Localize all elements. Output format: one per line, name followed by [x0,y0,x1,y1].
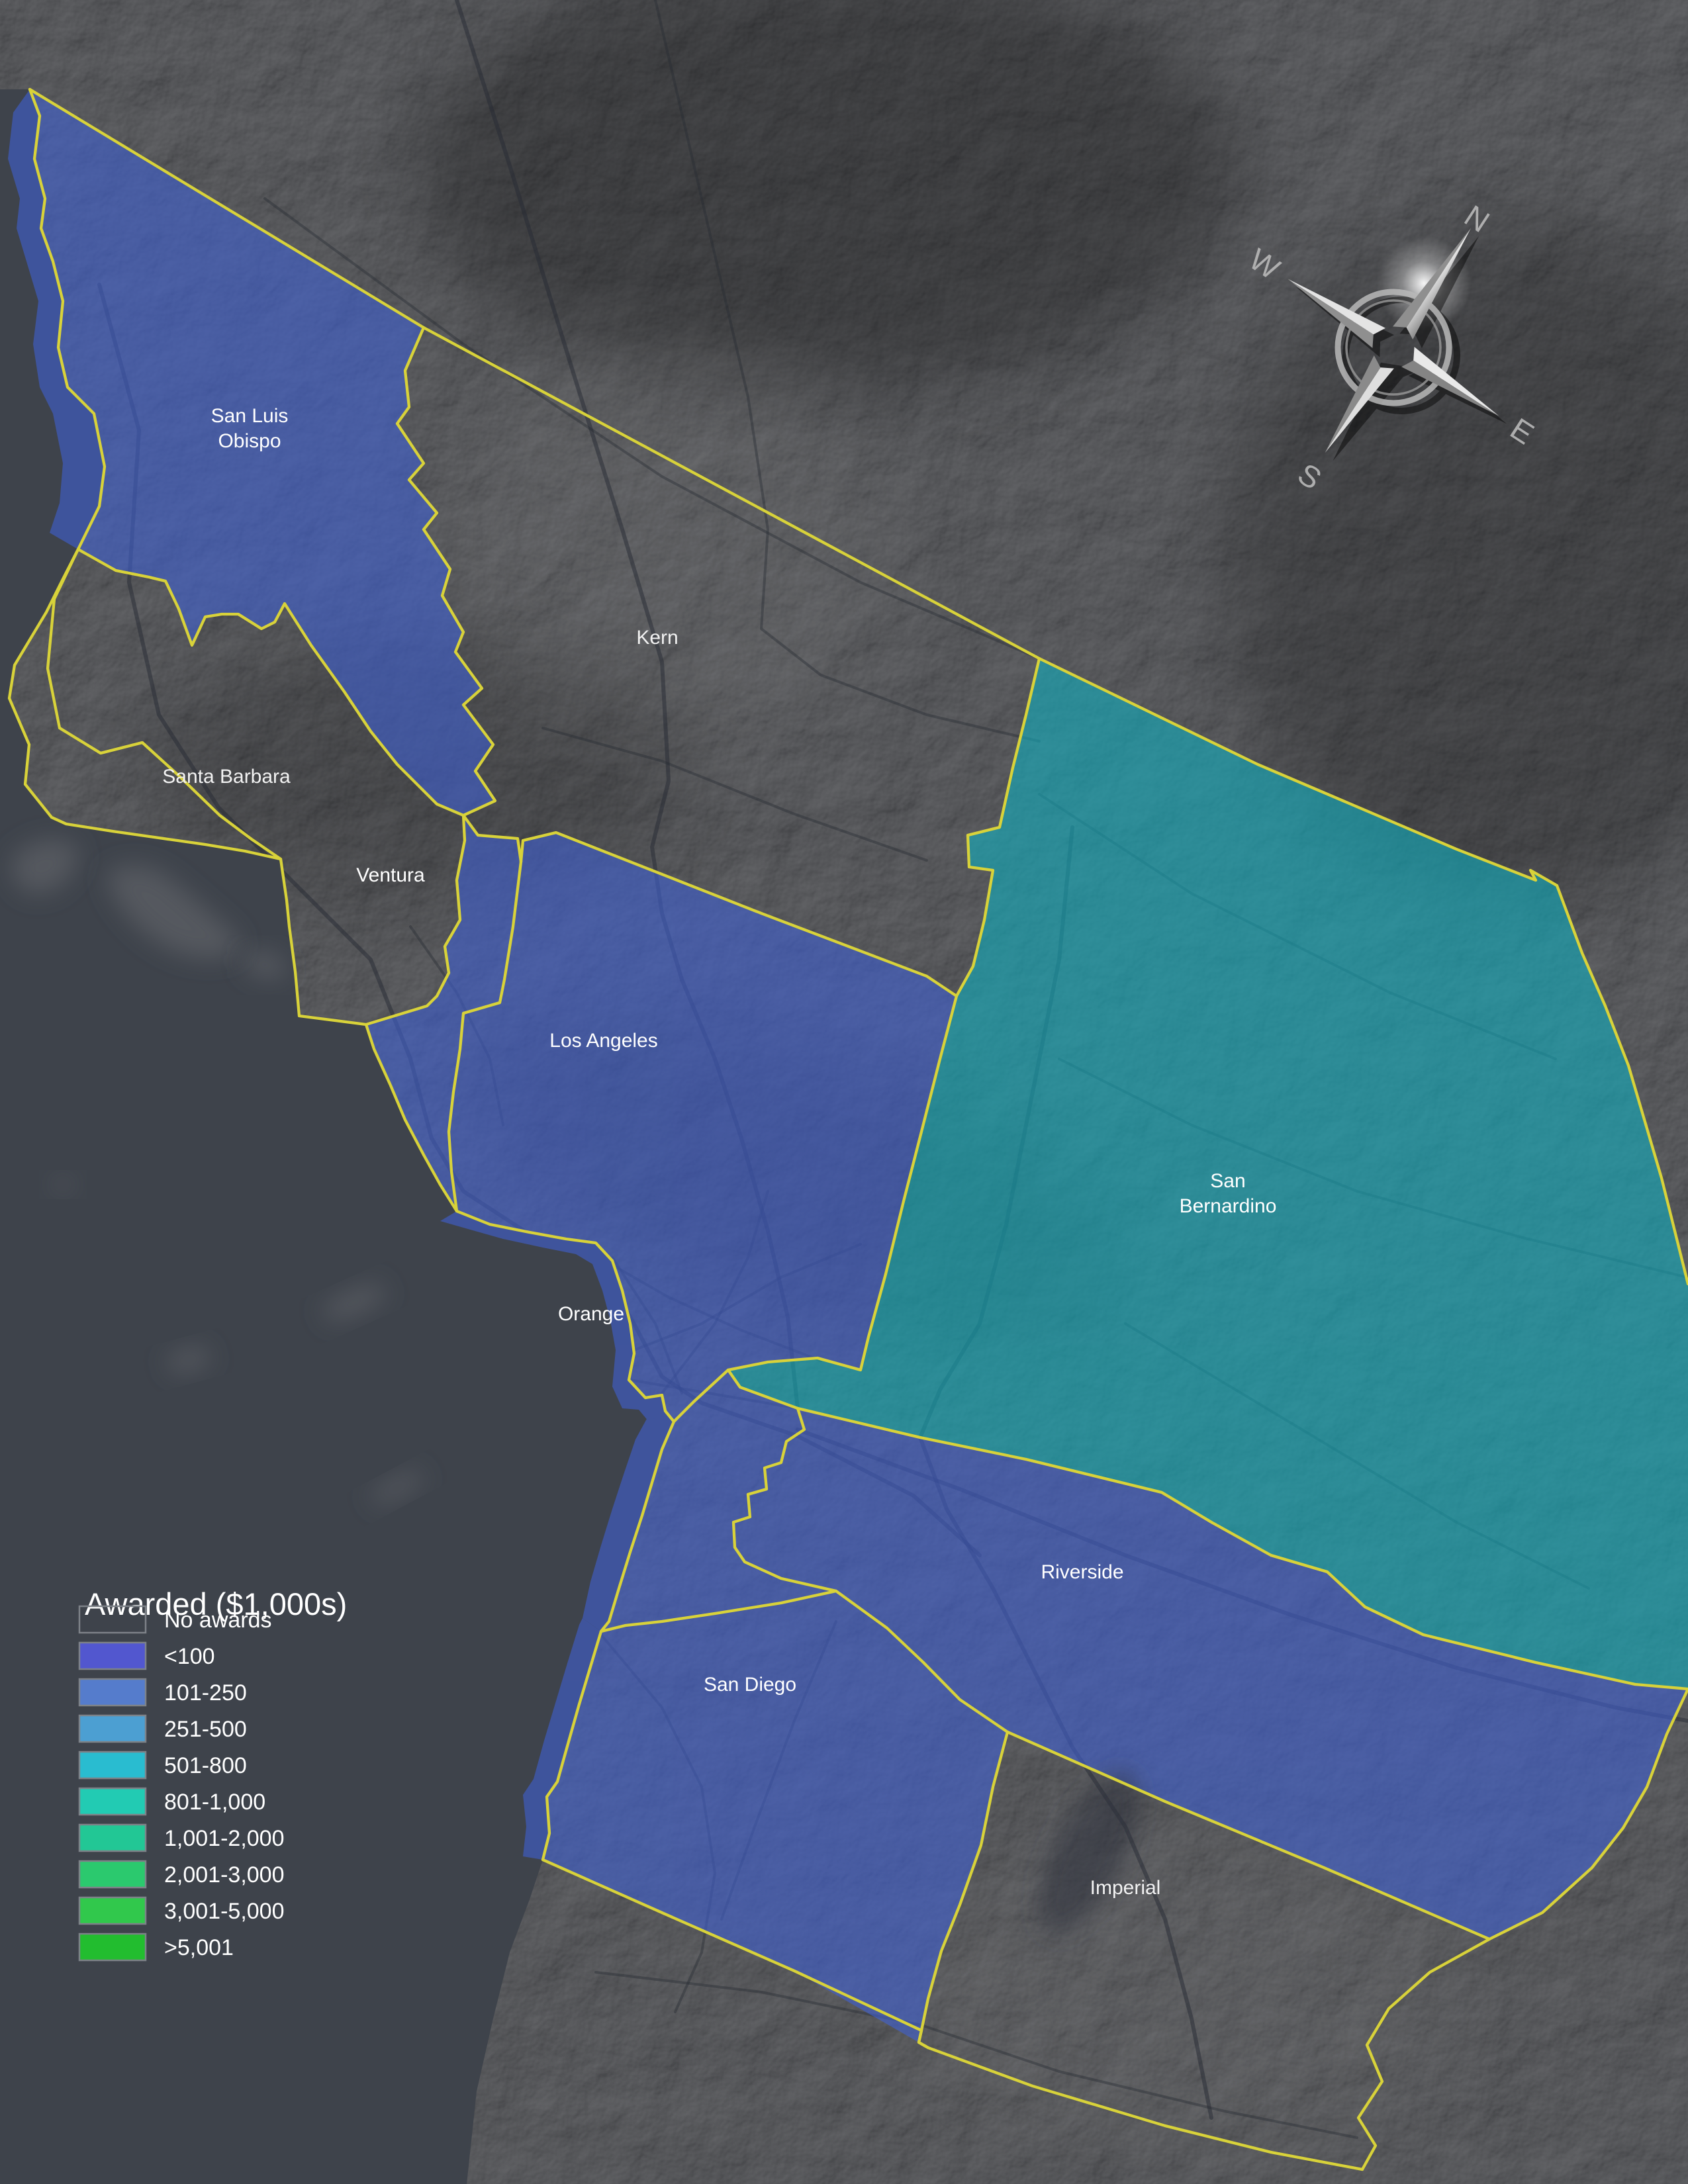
legend-item-3001-5000: 3,001-5,000 [78,1896,285,1925]
legend-item-1001-2000: 1,001-2,000 [78,1823,285,1852]
map-legend: Awarded ($1,000s) No awards <100 101-250… [78,1586,347,1962]
svg-text:1,001-2,000: 1,001-2,000 [164,1826,285,1851]
svg-text:801-1,000: 801-1,000 [164,1790,265,1815]
svg-text:>5,001: >5,001 [164,1935,234,1960]
county-boundaries [7,87,1688,2171]
svg-text:251-500: 251-500 [164,1717,247,1742]
county-san-luis-obispo[interactable] [8,89,495,815]
county-ventura[interactable] [366,815,521,1211]
label-san-bernardino-line1: San [1210,1170,1245,1192]
county-labels: San Luis Obispo Santa Barbara Kern Ventu… [162,405,1276,1899]
label-riverside: Riverside [1041,1561,1123,1583]
county-riverside[interactable] [733,1408,1688,1939]
county-fills [8,89,1688,2048]
label-orange: Orange [558,1303,624,1325]
legend-item-gt5001: >5,001 [78,1933,234,1962]
label-san-luis-obispo-line2: Obispo [218,430,281,452]
label-san-bernardino-line2: Bernardino [1180,1195,1277,1217]
legend-item-no-awards: No awards [78,1605,272,1634]
svg-text:No awards: No awards [164,1608,272,1633]
label-kern: Kern [636,627,678,649]
salton-sea [1039,1771,1139,1935]
ocean [0,89,674,2184]
legend-title: Awarded ($1,000s) [85,1586,347,1621]
label-san-diego: San Diego [704,1674,796,1696]
legend-item-801-1000: 801-1,000 [78,1787,265,1816]
label-los-angeles: Los Angeles [549,1030,657,1052]
legend-item-lt100: <100 [78,1641,215,1670]
svg-text:3,001-5,000: 3,001-5,000 [164,1899,285,1924]
svg-text:2,001-3,000: 2,001-3,000 [164,1862,285,1888]
channel-islands [11,839,425,1504]
svg-text:101-250: 101-250 [164,1680,247,1706]
compass-star [1288,228,1499,453]
legend-item-101-250: 101-250 [78,1678,247,1707]
legend-item-251-500: 251-500 [78,1714,247,1743]
svg-text:<100: <100 [164,1644,215,1669]
legend-item-501-800: 501-800 [78,1751,247,1780]
svg-text:501-800: 501-800 [164,1753,247,1778]
label-imperial: Imperial [1090,1877,1161,1899]
county-los-angeles[interactable] [440,833,957,1446]
label-santa-barbara: Santa Barbara [162,766,291,788]
label-ventura: Ventura [356,864,425,886]
county-orange[interactable] [583,1370,836,1631]
county-san-bernardino[interactable] [728,659,1688,1689]
legend-item-2001-3000: 2,001-3,000 [78,1860,285,1889]
county-san-diego[interactable] [523,1591,1008,2048]
label-san-luis-obispo-line1: San Luis [211,405,289,427]
